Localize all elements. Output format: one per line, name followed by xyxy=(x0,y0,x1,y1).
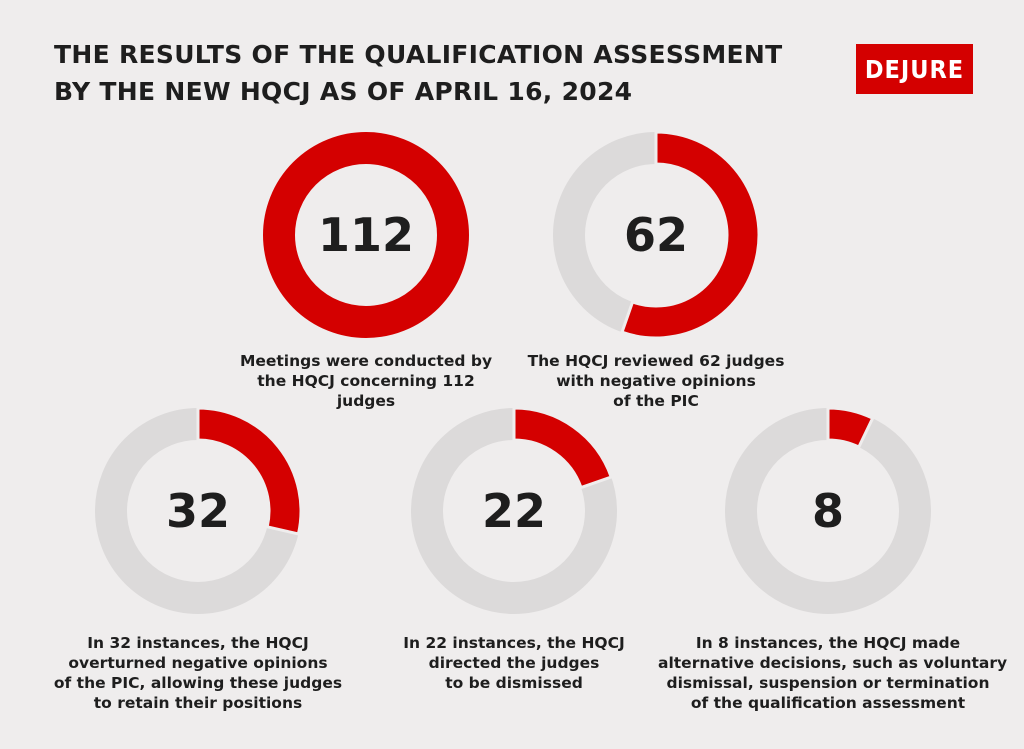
donut-value-arc xyxy=(826,408,875,450)
donut-svg-reviewed xyxy=(553,132,759,338)
caption-line: the HQCJ concerning 112 xyxy=(257,372,475,390)
caption-line: to be dismissed xyxy=(445,674,583,692)
caption-line: alternative decisions, such as voluntary xyxy=(658,654,1008,672)
dejure-logo: DEJURE xyxy=(856,44,973,94)
caption-line: of the PIC, allowing these judges xyxy=(53,674,343,692)
caption-line: dismissal, suspension or termination xyxy=(666,674,990,692)
caption-line: In 32 instances, the HQCJ xyxy=(87,634,309,652)
title-line-1: THE RESULTS OF THE QUALIFICATION ASSESSM… xyxy=(54,40,783,69)
donut-svg-alternative xyxy=(725,408,931,614)
donut-chart-meetings: 112 xyxy=(263,132,469,338)
caption-meetings: Meetings were conducted by the HQCJ conc… xyxy=(216,351,516,411)
donut-chart-alternative: 8 xyxy=(725,408,931,614)
donut-value-arc xyxy=(196,408,301,536)
caption-line: In 8 instances, the HQCJ made xyxy=(695,634,961,652)
donut-value-meetings: 112 xyxy=(317,208,415,262)
caption-line: of the PIC xyxy=(613,392,699,410)
caption-line: of the qualification assessment xyxy=(690,694,966,712)
caption-line: directed the judges xyxy=(428,654,600,672)
caption-line: In 22 instances, the HQCJ xyxy=(403,634,625,652)
caption-line: to retain their positions xyxy=(93,694,303,712)
donut-chart-overturned: 32 xyxy=(95,408,301,614)
caption-reviewed: The HQCJ reviewed 62 judges with negativ… xyxy=(506,351,806,411)
caption-overturned: In 32 instances, the HQCJ overturned neg… xyxy=(38,633,358,713)
donut-value-arc xyxy=(263,132,469,338)
caption-line: judges xyxy=(336,392,396,410)
caption-alternative: In 8 instances, the HQCJ made alternativ… xyxy=(658,633,1008,713)
caption-line: The HQCJ reviewed 62 judges xyxy=(527,352,785,370)
caption-line: Meetings were conducted by xyxy=(239,352,493,370)
donut-value-dismissed: 22 xyxy=(481,484,546,538)
donut-value-arc xyxy=(620,132,759,338)
donut-value-reviewed: 62 xyxy=(623,208,688,262)
donut-value-alternative: 8 xyxy=(811,484,844,538)
title-line-2: BY THE NEW HQCJ AS OF APRIL 16, 2024 xyxy=(54,77,633,106)
donut-chart-dismissed: 22 xyxy=(411,408,617,614)
donut-value-arc xyxy=(512,408,614,490)
donut-chart-reviewed: 62 xyxy=(553,132,759,338)
page-title: THE RESULTS OF THE QUALIFICATION ASSESSM… xyxy=(54,36,783,110)
caption-line: with negative opinions xyxy=(556,372,756,390)
caption-line: overturned negative opinions xyxy=(68,654,328,672)
donut-svg-meetings xyxy=(263,132,469,338)
donut-svg-overturned xyxy=(95,408,301,614)
donut-svg-dismissed xyxy=(411,408,617,614)
caption-dismissed: In 22 instances, the HQCJ directed the j… xyxy=(364,633,664,693)
donut-value-overturned: 32 xyxy=(165,484,230,538)
